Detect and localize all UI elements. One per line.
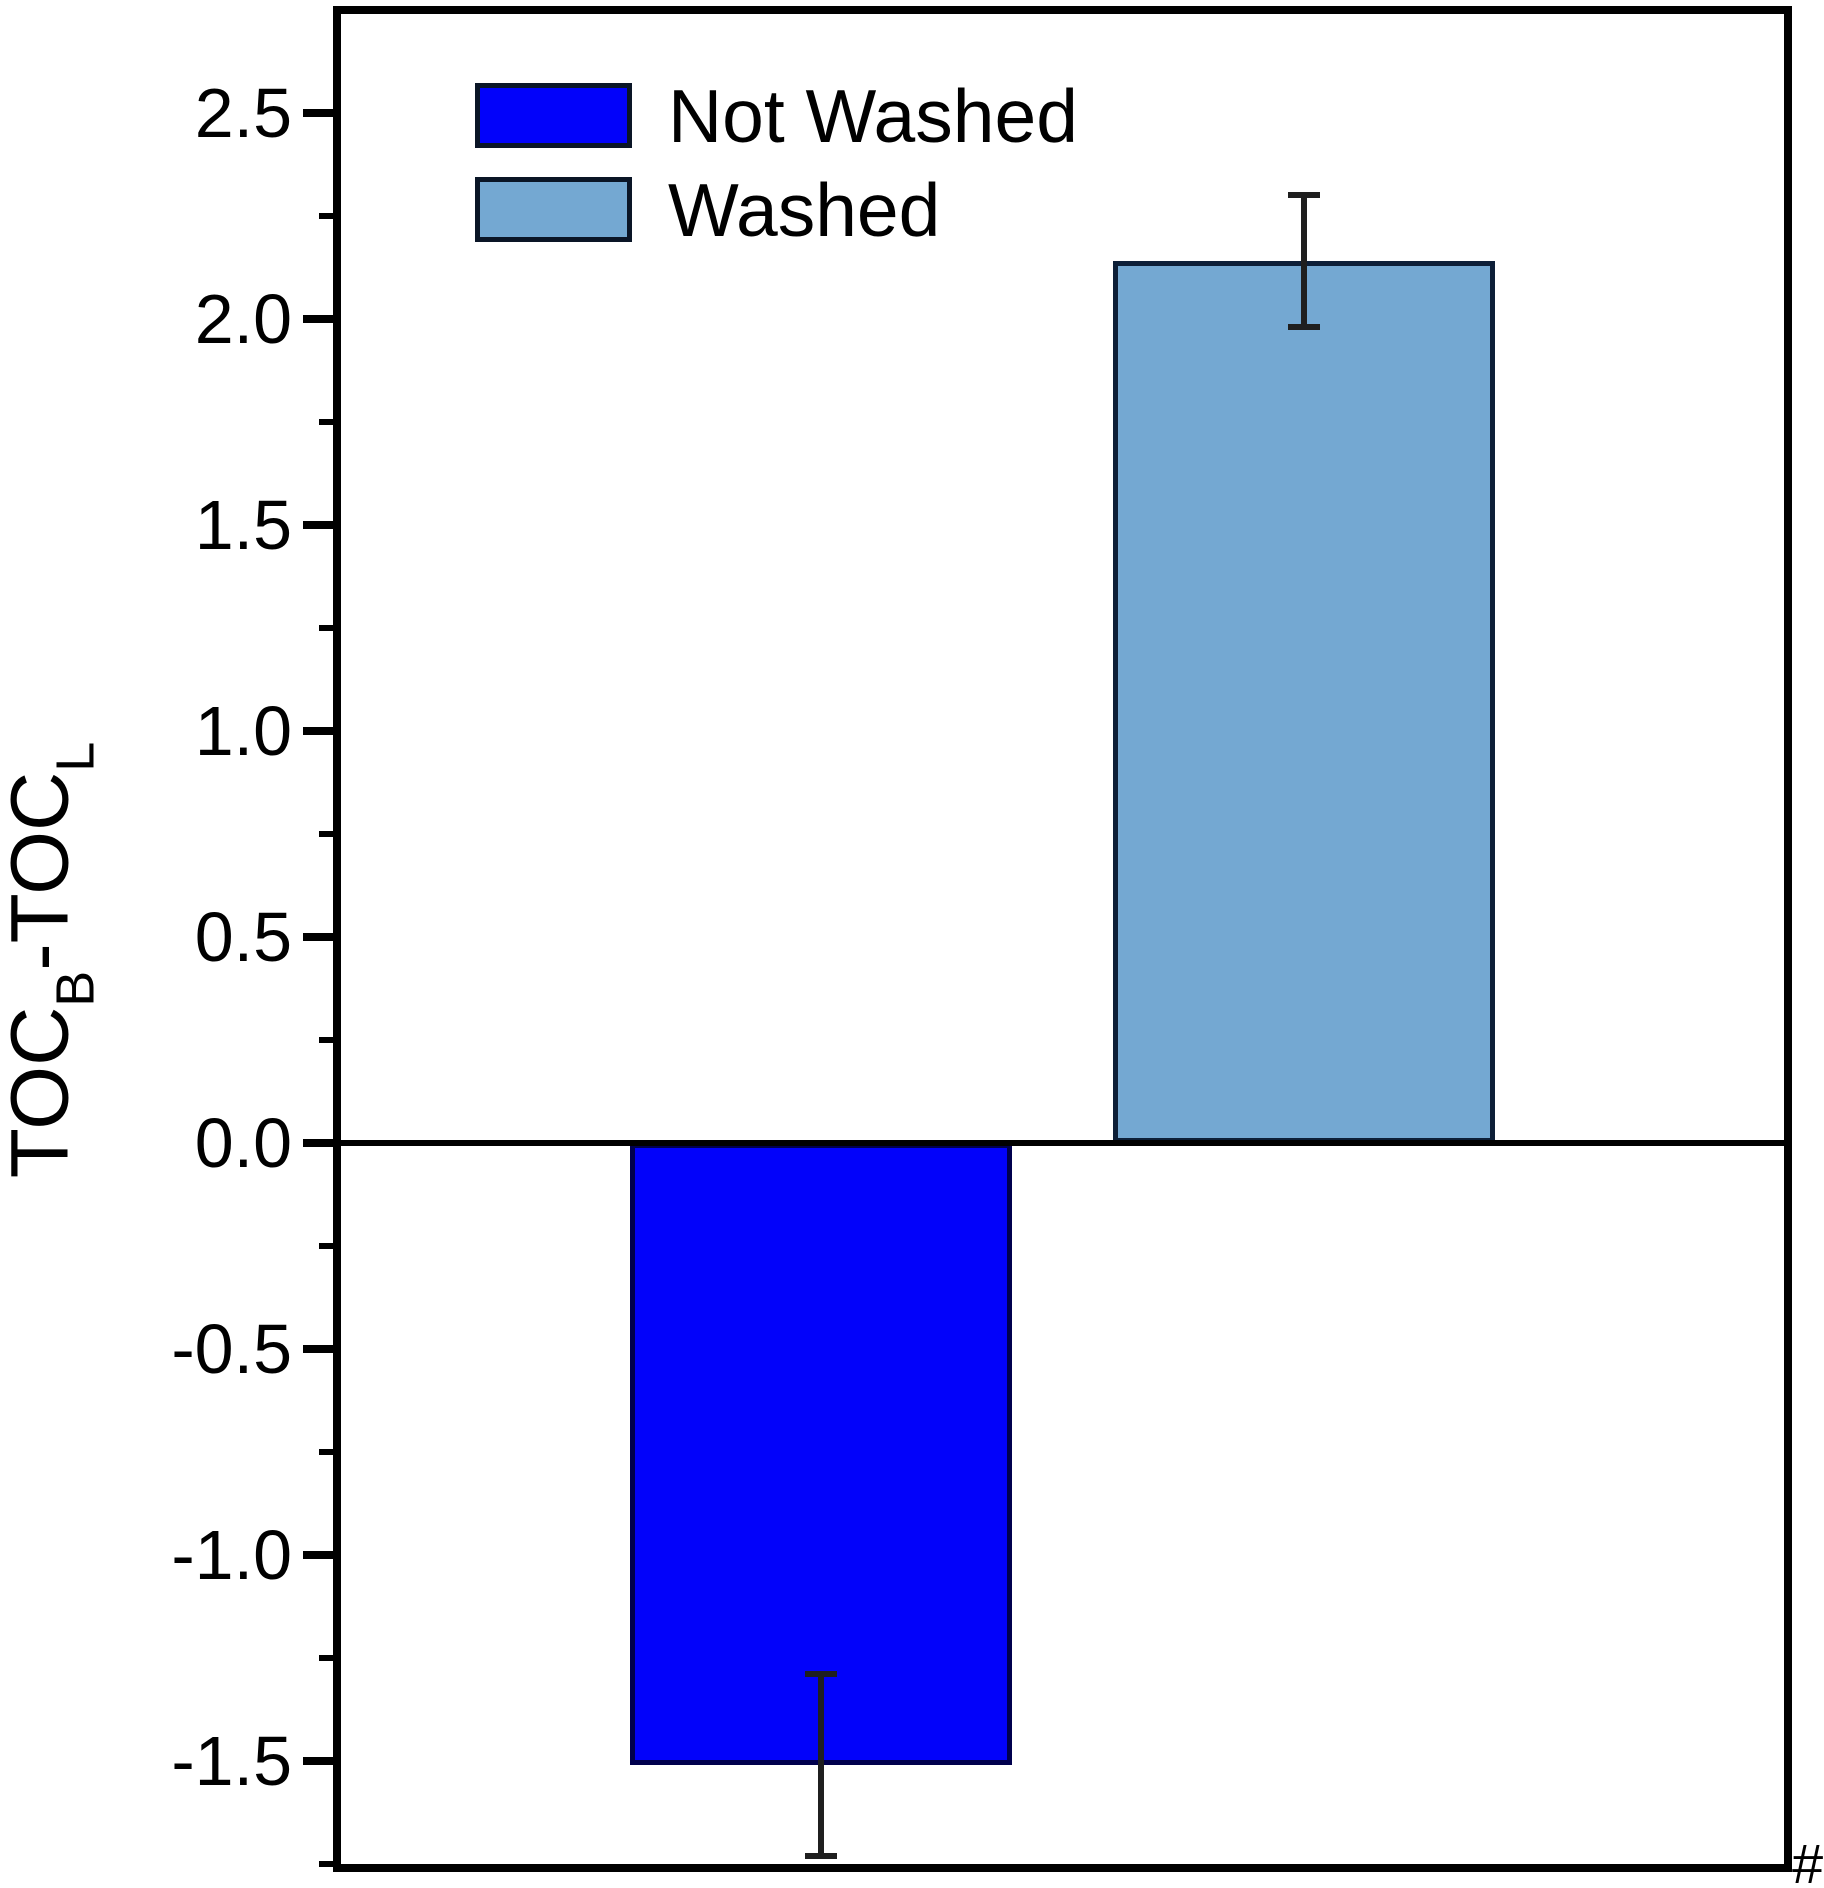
y-minor-tick — [319, 1242, 337, 1249]
y-tick-label: 0.0 — [194, 1103, 292, 1182]
y-minor-tick — [319, 1448, 337, 1455]
y-tick-label: 1.0 — [194, 691, 292, 770]
y-major-tick — [303, 1344, 337, 1353]
y-axis-label-subscript: B — [45, 970, 106, 1007]
y-major-tick — [303, 1756, 337, 1765]
hash-annotation: # — [1792, 1832, 1824, 1888]
error-bar-line — [817, 1674, 824, 1856]
bar-washed — [1113, 261, 1496, 1143]
y-tick-label: -1.0 — [171, 1515, 292, 1594]
y-tick-label: 2.5 — [194, 73, 292, 152]
y-axis-label-text: -TOC — [0, 771, 86, 971]
y-major-tick — [303, 520, 337, 529]
y-major-tick — [303, 314, 337, 323]
error-bar-line — [1301, 195, 1308, 328]
error-bar-cap-bottom — [1288, 324, 1321, 331]
y-minor-tick — [319, 418, 337, 425]
y-major-tick — [303, 108, 337, 117]
y-tick-label: -1.5 — [171, 1721, 292, 1800]
y-major-tick — [303, 932, 337, 941]
legend-label: Washed — [668, 167, 941, 252]
zero-line — [341, 1139, 1784, 1146]
error-bar-cap-top — [1288, 192, 1321, 199]
error-bar-cap-bottom — [804, 1852, 837, 1859]
y-minor-tick — [319, 212, 337, 219]
y-axis-label-text: TOC — [0, 1006, 86, 1179]
legend-swatch-not-washed — [475, 83, 632, 148]
plot-area — [333, 6, 1792, 1872]
y-axis-label-subscript: L — [45, 741, 106, 772]
y-tick-label: 0.5 — [194, 897, 292, 976]
legend-swatch-washed — [475, 177, 632, 242]
legend-label: Not Washed — [668, 73, 1078, 158]
y-minor-tick — [319, 1654, 337, 1661]
y-axis-label: TOCB-TOCL — [0, 742, 107, 1179]
y-major-tick — [303, 1550, 337, 1559]
y-major-tick — [303, 1138, 337, 1147]
y-tick-label: 2.0 — [194, 279, 292, 358]
y-minor-tick — [319, 1036, 337, 1043]
y-minor-tick — [319, 830, 337, 837]
y-minor-tick — [319, 624, 337, 631]
error-bar-cap-top — [804, 1671, 837, 1678]
y-major-tick — [303, 726, 337, 735]
y-tick-label: -0.5 — [171, 1309, 292, 1388]
y-tick-label: 1.5 — [194, 485, 292, 564]
y-minor-tick — [319, 1860, 337, 1867]
